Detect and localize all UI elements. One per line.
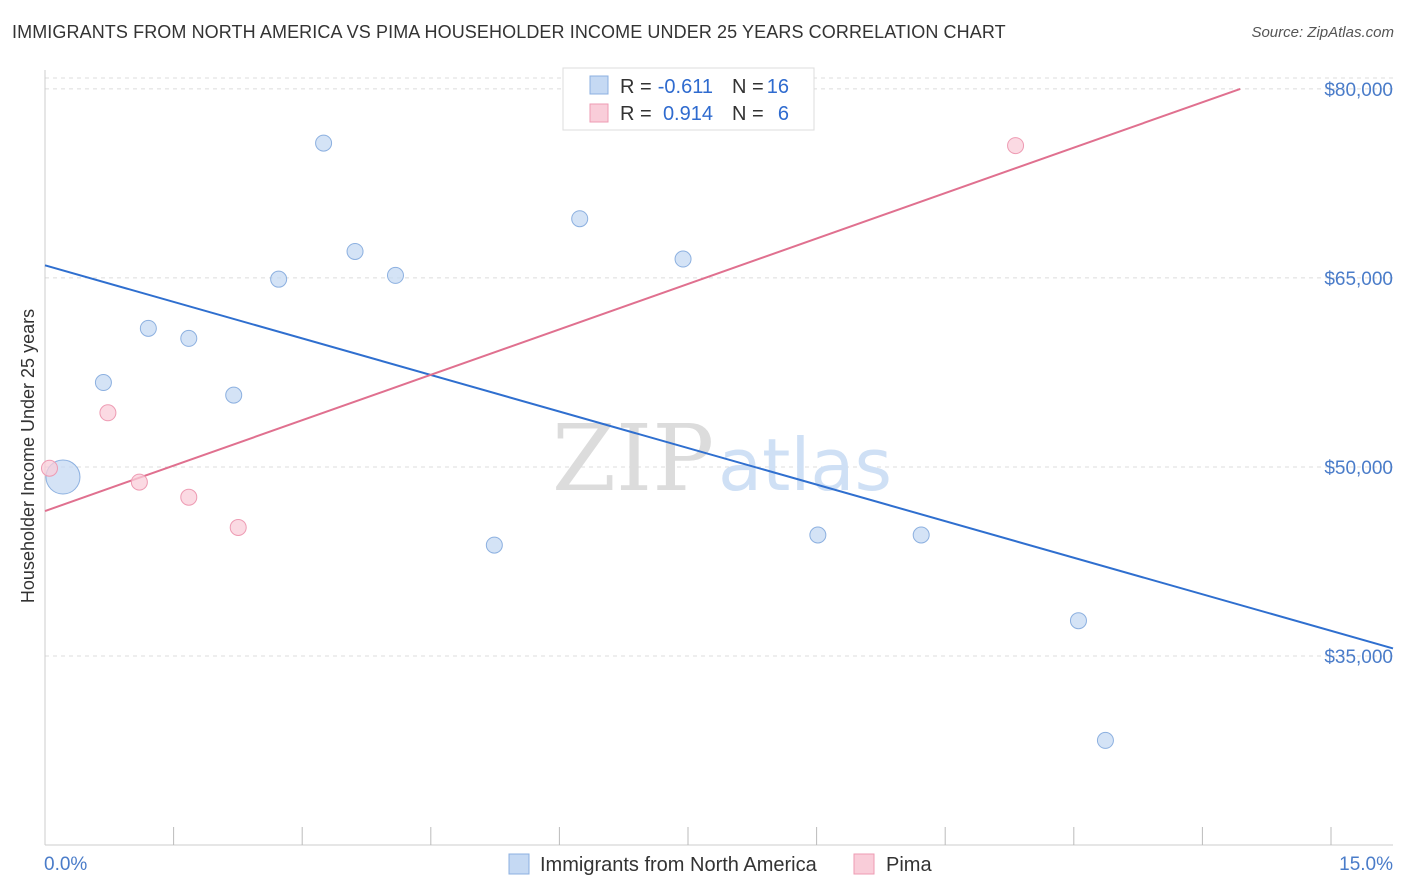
point-pink-2 <box>130 473 148 491</box>
point-blue-8 <box>386 266 404 284</box>
point-blue-7 <box>346 242 364 260</box>
legend-r-label-pink: R = <box>620 103 652 125</box>
point-pink-3 <box>180 488 198 506</box>
trend-line-blue <box>44 264 1394 650</box>
point-pink-1 <box>99 404 117 422</box>
data-points <box>40 134 1114 749</box>
y-axis-label: Householder Income Under 25 years <box>18 309 38 603</box>
gridlines <box>45 77 1393 657</box>
point-blue-15 <box>1096 731 1114 749</box>
point-blue-3 <box>180 329 198 347</box>
legend-n-label-blue: N = <box>732 76 764 98</box>
zipatlas-watermark: ZIP atlas <box>552 405 892 512</box>
bottom-legend-label-blue: Immigrants from North America <box>540 854 818 876</box>
point-blue-11 <box>674 250 692 268</box>
source-credit: Source: ZipAtlas.com <box>1251 24 1394 41</box>
series-legend: Immigrants from North America Pima <box>508 853 932 876</box>
point-pink-0 <box>40 459 58 477</box>
point-blue-5 <box>270 270 288 288</box>
trend-line-pink <box>44 87 1241 512</box>
trend-lines <box>44 87 1394 650</box>
bottom-legend-label-pink: Pima <box>886 854 932 876</box>
legend-n-label-pink: N = <box>732 103 764 125</box>
point-blue-13 <box>912 526 930 544</box>
point-blue-4 <box>225 386 243 404</box>
point-blue-10 <box>571 210 589 228</box>
x-tick-right: 15.0% <box>1339 854 1393 875</box>
point-blue-2 <box>139 319 157 337</box>
point-blue-1 <box>94 374 112 392</box>
bottom-legend-swatch-pink <box>853 853 875 875</box>
stats-legend: R = -0.611 N = 16 R = 0.914 N = 6 <box>562 67 815 131</box>
y-tick-label-3: $35,000 <box>1324 647 1393 668</box>
point-blue-9 <box>485 536 503 554</box>
watermark-zip: ZIP <box>552 405 714 512</box>
bottom-legend-swatch-blue <box>508 853 530 875</box>
legend-n-value-blue: 16 <box>767 76 789 98</box>
x-tick-left: 0.0% <box>44 854 87 875</box>
point-pink-4 <box>229 518 247 536</box>
legend-r-value-blue: -0.611 <box>658 76 713 98</box>
legend-swatch-blue <box>589 75 609 95</box>
point-pink-5 <box>1007 137 1025 155</box>
point-blue-12 <box>809 526 827 544</box>
legend-n-value-pink: 6 <box>778 103 789 125</box>
legend-r-value-pink: 0.914 <box>663 103 713 125</box>
y-tick-label-0: $80,000 <box>1324 80 1393 101</box>
point-blue-14 <box>1069 612 1087 630</box>
point-blue-6 <box>315 134 333 152</box>
legend-swatch-pink <box>589 103 609 123</box>
y-tick-label-2: $50,000 <box>1324 458 1393 479</box>
y-tick-labels: $80,000 $65,000 $50,000 $35,000 <box>1324 80 1393 668</box>
y-tick-label-1: $65,000 <box>1324 269 1393 290</box>
chart-title: IMMIGRANTS FROM NORTH AMERICA VS PIMA HO… <box>12 22 1006 42</box>
axes <box>44 70 1393 846</box>
legend-r-label-blue: R = <box>620 76 652 98</box>
